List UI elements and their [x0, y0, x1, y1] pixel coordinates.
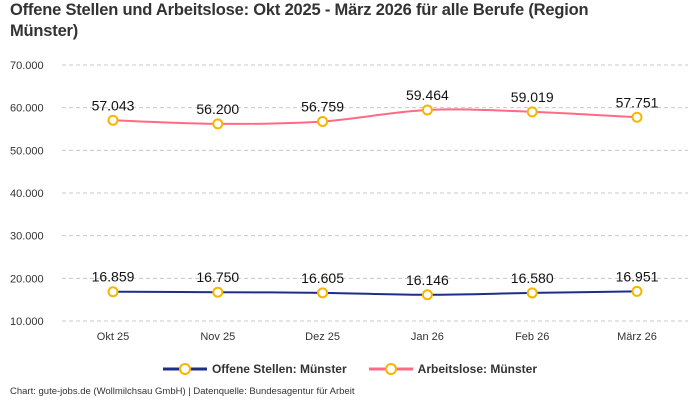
x-tick-label: Jan 26 [411, 331, 444, 343]
y-tick-label: 20.000 [10, 273, 44, 285]
y-tick-label: 10.000 [10, 316, 44, 328]
data-point [631, 111, 643, 123]
data-point [107, 286, 119, 298]
data-label: 16.580 [511, 270, 554, 286]
data-point [526, 287, 538, 299]
x-tick-label: Nov 25 [200, 331, 235, 343]
data-label: 16.750 [196, 269, 239, 285]
legend-label: Arbeitslose: Münster [417, 362, 538, 376]
series-line [112, 290, 638, 296]
series-line [112, 108, 638, 125]
data-point [317, 287, 329, 299]
data-point [421, 104, 433, 116]
x-tick-label: Okt 25 [97, 331, 129, 343]
legend: Offene Stellen: Münster Arbeitslose: Mün… [0, 362, 700, 376]
x-tick-label: Dez 25 [305, 331, 340, 343]
data-label: 56.759 [301, 98, 344, 114]
data-point [421, 289, 433, 301]
legend-line-marker-icon [368, 363, 413, 375]
data-label: 16.605 [301, 270, 344, 286]
data-point [317, 115, 329, 127]
y-tick-label: 70.000 [10, 60, 44, 72]
legend-item-arbeitslose[interactable]: Arbeitslose: Münster [368, 362, 538, 376]
data-point [631, 285, 643, 297]
data-label: 57.043 [92, 97, 135, 113]
data-label: 16.146 [406, 272, 449, 288]
source-note: Chart: gute-jobs.de (Wollmilchsau GmbH) … [10, 386, 355, 397]
data-point [212, 118, 224, 130]
data-point [107, 114, 119, 126]
x-tick-label: Feb 26 [515, 331, 549, 343]
legend-line-marker-icon [162, 363, 207, 375]
data-label: 16.951 [616, 268, 659, 284]
y-tick-label: 50.000 [10, 145, 44, 157]
y-tick-label: 40.000 [10, 188, 44, 200]
legend-label: Offene Stellen: Münster [211, 362, 347, 376]
legend-item-offene-stellen[interactable]: Offene Stellen: Münster [162, 362, 347, 376]
chart-title: Offene Stellen und Arbeitslose: Okt 2025… [10, 1, 589, 40]
x-tick-label: März 26 [617, 331, 657, 343]
data-label: 59.464 [406, 87, 449, 103]
y-tick-label: 60.000 [10, 103, 44, 115]
data-label: 16.859 [92, 269, 135, 285]
data-point [526, 106, 538, 118]
data-label: 59.019 [511, 89, 554, 105]
y-tick-label: 30.000 [10, 231, 44, 243]
data-point [212, 286, 224, 298]
data-label: 57.751 [616, 94, 659, 110]
data-label: 56.200 [196, 101, 239, 117]
